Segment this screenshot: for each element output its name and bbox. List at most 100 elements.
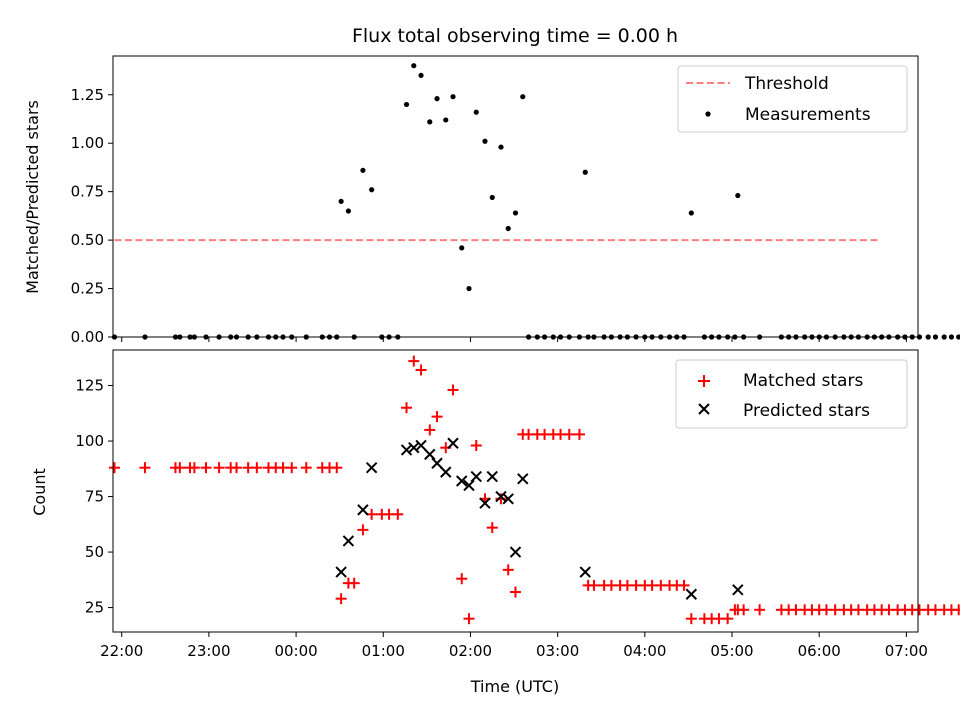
predicted-star-point [579,566,591,578]
predicted-legend-swatch [698,403,710,415]
ratio-axes-frame [112,55,919,338]
measurement-point [369,187,375,193]
measurement-point [443,117,449,123]
predicted-star-point [517,473,529,485]
x-tick-label: 00:00 [274,642,317,660]
measurement-point [735,192,741,199]
predicted-legend-label: Predicted stars [743,401,870,421]
matched-star-point [300,462,312,474]
predicted-star-point [479,497,491,509]
predicted-star-point [440,466,452,478]
matched-star-point [408,355,420,367]
measurement-point [418,72,424,78]
x-axis-label: Time (UTC) [470,677,559,696]
matched-legend-label: Matched stars [743,371,863,391]
predicted-star-point [495,490,507,503]
x-tick-label: 05:00 [710,642,753,660]
matched-star-point [470,439,482,451]
matched-star-point [286,462,298,474]
measurement-point [932,334,939,340]
measurements-legend-swatch [705,111,711,117]
predicted-star-point [424,448,436,461]
matched-star-point [447,384,459,396]
measurement-point [411,63,417,69]
predicted-star-point [502,493,514,505]
predicted-star-point [400,444,413,456]
matched-star-point [722,613,734,625]
count-y-tick-label: 100 [75,432,104,450]
matched-star-point [231,462,243,474]
x-tick-label: 22:00 [100,642,143,660]
predicted-star-point [470,470,482,483]
matched-star-point [431,411,443,423]
matched-star-point [754,604,766,616]
matched-star-point [424,424,436,436]
matched-star-point [685,613,697,625]
matched-star-point [495,493,507,505]
x-tick-label: 07:00 [885,642,928,660]
matched-star-point [563,428,575,440]
ratio-y-tick-label: 0.75 [71,183,104,201]
measurements-legend-label: Measurements [745,105,871,125]
measurement-point [512,210,519,216]
measurement-point [688,210,694,216]
count-y-tick-label: 75 [85,488,104,506]
ratio-y-axis-label: Matched/Predicted stars [23,100,42,294]
ratio-legend-box [677,65,908,133]
predicted-star-point [431,457,443,469]
count-axes-frame [112,349,919,633]
predicted-star-point [365,461,378,474]
matched-star-point [456,573,468,585]
matched-star-point [331,462,343,474]
ratio-legend: Threshold Measurements [677,65,908,133]
matched-star-point [213,462,225,474]
predicted-star-point [486,470,498,483]
measurement-point [520,94,526,100]
matched-star-point [510,586,521,598]
matched-star-point [188,462,200,474]
matched-star-point [486,522,498,534]
predicted-star-point [732,584,744,596]
count-y-tick-label: 25 [85,599,104,617]
measurement-point [498,144,504,150]
matched-star-point [251,462,263,474]
matched-star-point [415,364,427,376]
matched-star-point [678,579,690,591]
ratio-panel: Flux total observing time = 0.00 h Match… [23,25,960,346]
predicted-star-point [447,437,459,449]
measurement-point [489,194,495,201]
threshold-legend-label: Threshold [744,74,829,94]
matched-star-point [139,462,151,474]
measurement-point [434,96,440,102]
predicted-star-point [463,479,475,492]
ratio-y-tick-label: 1.00 [71,134,104,152]
predicted-star-point [335,566,347,578]
measurement-point [360,167,366,173]
count-legend: Matched stars Predicted stars [675,359,908,429]
predicted-star-point [456,475,468,487]
count-legend-box [675,359,908,429]
matched-star-point [588,579,600,591]
matched-star-point [335,593,347,605]
count-panel: Count Time (UTC) 22:00 23:00 00:00 01:00 02:… [30,349,960,696]
ratio-y-tick-label: 0.50 [71,231,104,249]
measurement-point [925,334,931,340]
predicted-star-point [342,535,355,547]
matched-star-point [463,613,475,625]
measurement-point [505,225,511,232]
count-axes: 22:00 23:00 00:00 01:00 02:00 03:00 04:00 05:00… [75,377,928,660]
matched-star-point [392,508,404,520]
predicted-star-point [415,439,427,452]
measurement-point [403,101,410,108]
measurement-point [941,334,947,340]
x-tick-label: 02:00 [449,642,492,660]
chart-title: Flux total observing time = 0.00 h [352,25,678,47]
measurement-point [466,285,472,292]
predicted-star-point [357,504,369,516]
measurement-point [482,138,488,144]
x-tick-label: 23:00 [187,642,230,660]
matched-star-point [200,462,212,474]
count-y-tick-label: 50 [85,543,104,561]
measurement-point [450,94,456,100]
